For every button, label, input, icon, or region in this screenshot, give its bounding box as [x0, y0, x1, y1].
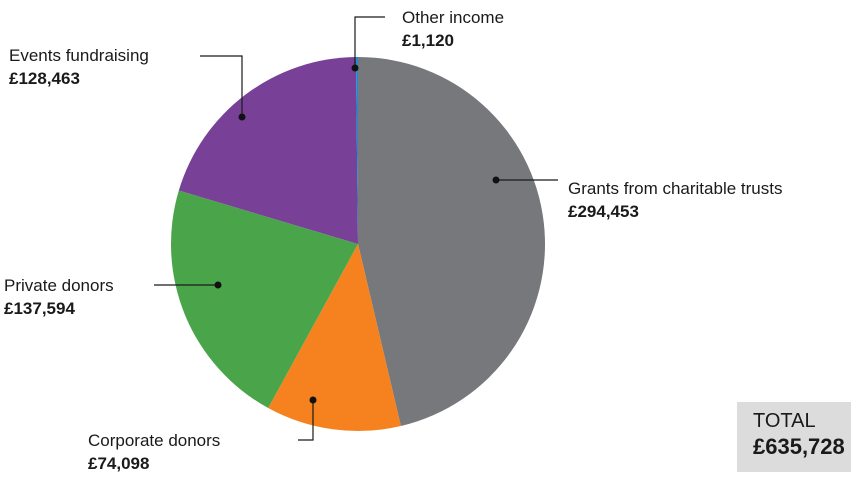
total-value: £635,728: [753, 434, 845, 459]
slice-value-grants-from-charitable-trusts: £294,453: [568, 202, 639, 221]
slice-value-corporate-donors: £74,098: [88, 454, 149, 473]
leader-line-events-fundraising: [200, 55, 243, 117]
pie-slice-other-income: [355, 56, 358, 244]
slice-label-private-donors: Private donors: [4, 276, 114, 295]
leader-line-other-income: [354, 16, 385, 68]
pie-slice-private-donors: [170, 190, 358, 409]
slice-value-other-income: £1,120: [402, 31, 454, 50]
pie-slice-grants-from-charitable-trusts: [358, 57, 546, 427]
slice-label-corporate-donors: Corporate donors: [88, 431, 220, 450]
pie-slice-events-fundraising: [178, 57, 358, 245]
pie-slice-corporate-donors: [268, 244, 401, 432]
slice-value-events-fundraising: £128,463: [9, 69, 80, 88]
leader-dot-corporate-donors: [309, 396, 317, 404]
slice-value-private-donors: £137,594: [4, 299, 75, 318]
slice-label-events-fundraising: Events fundraising: [9, 46, 149, 65]
leader-dot-private-donors: [214, 281, 222, 289]
slice-label-other-income: Other income: [402, 8, 504, 27]
total-label: TOTAL: [753, 410, 816, 432]
leader-dot-grants-from-charitable-trusts: [492, 176, 500, 184]
total-box: TOTAL £635,728: [737, 402, 851, 472]
leader-dot-events-fundraising: [238, 113, 246, 121]
slice-label-grants-from-charitable-trusts: Grants from charitable trusts: [568, 179, 782, 198]
leader-line-corporate-donors: [298, 400, 314, 441]
leader-dot-other-income: [351, 64, 359, 72]
